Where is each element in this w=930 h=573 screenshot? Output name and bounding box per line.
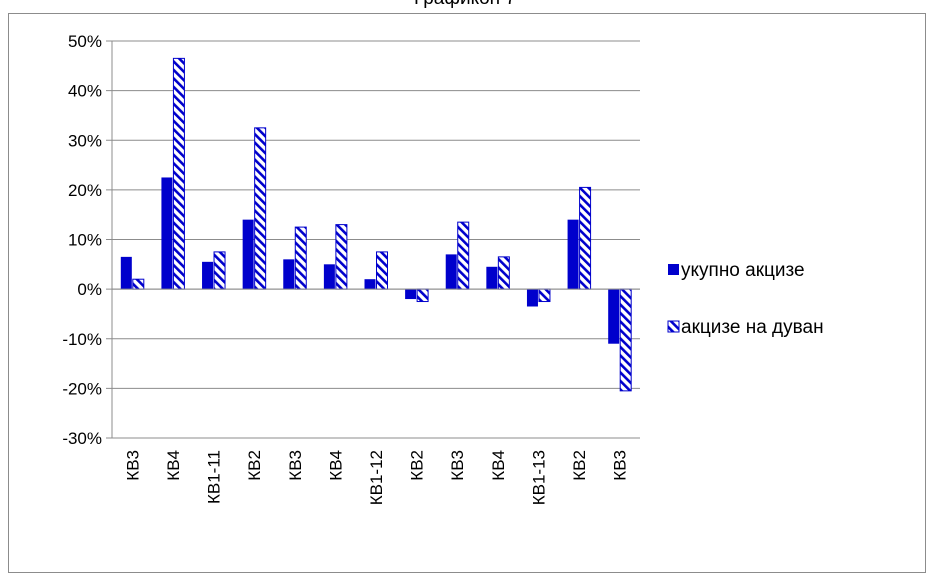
y-tick-label: -30% [62, 429, 102, 448]
x-tick-label: КВ1-13 [529, 450, 548, 505]
legend-label-tobacco: акцизе на дуван [681, 317, 824, 338]
x-tick-label: КВ3 [448, 450, 467, 481]
bar-tobacco-excise [619, 288, 632, 392]
x-tick-label: КВ3 [286, 450, 305, 481]
bar-total-excise [526, 289, 538, 307]
bar-tobacco-excise [457, 221, 470, 290]
x-tick-label: КВ2 [245, 450, 264, 481]
bar-total-excise [364, 279, 376, 290]
bar-total-excise [405, 289, 417, 300]
y-tick-label: 40% [68, 82, 102, 101]
legend-swatch-total [668, 264, 679, 275]
bar-tobacco-excise [538, 288, 551, 303]
bar-tobacco-excise [132, 278, 145, 290]
y-tick-label: 50% [68, 32, 102, 51]
bar-total-excise [445, 254, 457, 290]
bar-total-excise [242, 219, 254, 290]
bar-tobacco-excise [213, 251, 226, 290]
x-tick-label: КВ3 [611, 450, 630, 481]
chart-title: Графикон 7 [0, 0, 930, 10]
bar-tobacco-excise [172, 57, 185, 290]
bar-tobacco-excise [376, 251, 388, 290]
bar-tobacco-excise [416, 288, 429, 303]
bar-total-excise [486, 266, 498, 290]
y-tick-label: 10% [68, 231, 102, 250]
x-tick-label: КВ1-11 [205, 450, 224, 504]
bar-total-excise [161, 177, 173, 290]
x-tick-label: КВ4 [489, 450, 508, 481]
x-tick-label: КВ2 [570, 450, 589, 481]
legend-swatch-tobacco [667, 320, 680, 333]
bar-total-excise [567, 219, 579, 290]
y-tick-label: 20% [68, 181, 102, 200]
y-tick-label: 30% [68, 131, 102, 150]
bar-tobacco-excise [294, 226, 307, 290]
bar-tobacco-excise [579, 186, 592, 290]
bar-total-excise [120, 256, 132, 290]
legend-label-total: укупно акцизе [681, 260, 805, 281]
bar-total-excise [608, 289, 620, 344]
bar-total-excise [202, 261, 214, 290]
x-tick-label: КВ4 [326, 450, 345, 481]
bar-tobacco-excise [254, 127, 267, 290]
x-tick-label: КВ2 [408, 450, 427, 481]
x-tick-label: КВ4 [164, 450, 183, 481]
y-tick-label: -10% [62, 330, 102, 349]
bar-tobacco-excise [335, 224, 348, 290]
x-tick-label: КВ1-12 [367, 450, 386, 505]
y-tick-label: -20% [62, 379, 102, 398]
bar-tobacco-excise [497, 256, 510, 290]
bar-total-excise [283, 259, 295, 290]
y-tick-label: 0% [77, 280, 102, 299]
x-tick-label: КВ3 [123, 450, 142, 481]
bar-total-excise [323, 264, 335, 290]
